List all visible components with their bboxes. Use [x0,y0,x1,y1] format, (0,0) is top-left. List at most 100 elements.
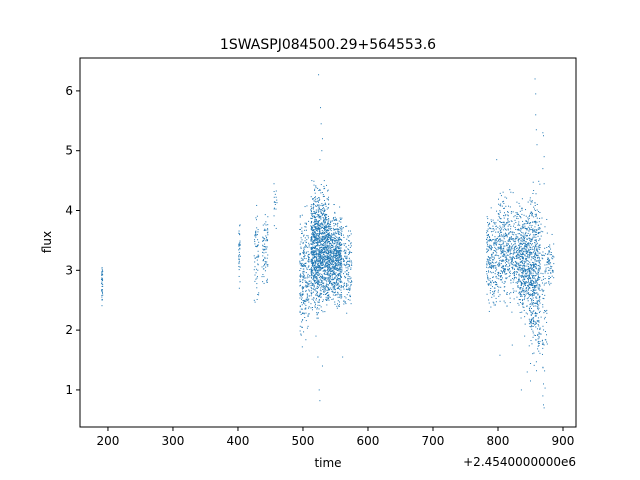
data-point [306,246,308,248]
data-point [318,220,320,222]
data-point [316,244,318,246]
data-point [333,249,335,251]
data-point [546,218,548,220]
data-point [510,262,512,264]
data-point [543,404,544,406]
data-point [522,276,524,278]
data-point [336,265,338,267]
data-point [336,279,338,281]
data-point [527,281,529,283]
data-point [338,305,340,307]
data-point [308,285,310,287]
data-point [308,259,310,261]
data-point [299,285,301,287]
data-point [512,292,514,294]
data-point [523,238,525,240]
data-point [511,231,513,233]
data-point [323,225,325,227]
data-point [346,282,348,284]
data-point [302,279,304,281]
data-point [326,198,328,200]
data-point [325,229,327,231]
data-point [513,252,515,254]
data-point [320,212,322,214]
data-point [544,226,546,228]
data-point [329,252,331,254]
data-point [336,228,338,230]
data-point [319,252,321,254]
data-point [501,231,503,233]
data-point [101,273,103,275]
data-point [503,253,505,255]
data-point [321,293,323,295]
data-point [528,238,530,240]
data-point [499,260,501,262]
data-point [314,212,316,214]
data-point [524,268,526,270]
data-point [238,254,240,256]
data-point [499,275,501,277]
data-point [315,227,317,229]
data-point [528,268,530,270]
data-point [310,248,312,250]
data-point [321,233,323,235]
data-point [505,265,507,267]
data-point [504,196,506,198]
data-point [329,252,331,254]
data-point [301,230,303,232]
data-point [325,227,327,229]
data-point [318,308,320,310]
data-point [514,219,516,221]
data-point [346,273,348,275]
data-point [312,235,314,237]
data-point [533,246,535,248]
data-point [319,199,321,201]
data-point [340,259,342,261]
data-point [324,246,326,248]
data-point [545,267,547,269]
data-point [315,219,317,221]
data-point [333,246,335,248]
data-point [101,298,103,300]
data-point [522,226,524,228]
data-point [322,247,324,249]
data-point [339,253,341,255]
data-point [528,295,530,297]
data-point [487,278,489,280]
data-point [317,270,319,272]
data-point [327,288,329,290]
data-point [526,235,528,237]
data-point [310,269,312,271]
data-point [324,247,326,249]
data-point [338,249,340,251]
data-point [326,266,328,268]
data-point [523,270,525,272]
data-point [512,256,514,258]
data-point [520,228,522,230]
data-point [506,292,508,294]
data-point [348,281,350,283]
data-point [274,203,276,205]
data-point [350,284,352,286]
data-point [501,248,503,250]
data-point [548,246,550,247]
data-point [347,284,349,286]
data-point [487,256,489,258]
data-point [256,234,258,236]
data-point [527,274,529,276]
data-point [317,223,319,225]
data-point [498,203,500,205]
data-point [496,254,498,256]
data-point [305,320,307,322]
data-point [517,302,519,304]
data-point [522,253,524,255]
data-point [537,303,539,305]
data-point [330,270,332,272]
data-point [328,255,330,257]
data-point [553,263,555,265]
data-point [305,229,307,231]
data-point [488,240,490,242]
data-point [495,276,497,278]
data-point [498,239,500,241]
data-point [320,232,322,234]
